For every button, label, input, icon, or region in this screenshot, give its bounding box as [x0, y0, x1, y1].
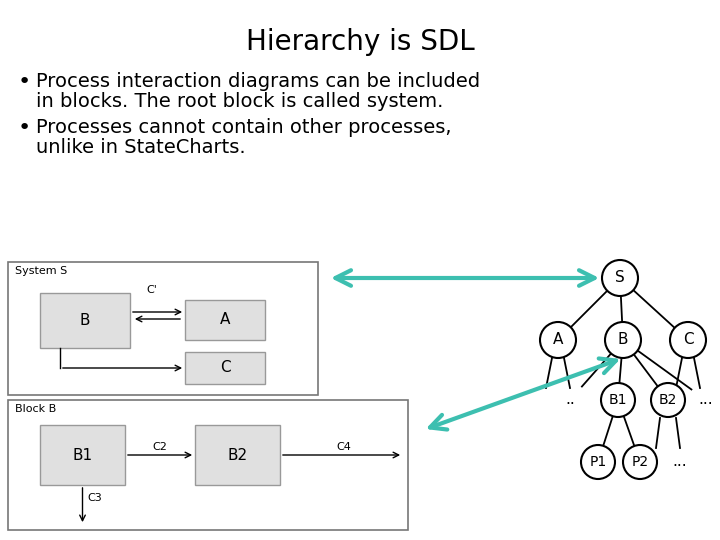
Circle shape: [602, 260, 638, 296]
Circle shape: [670, 322, 706, 358]
Text: unlike in StateCharts.: unlike in StateCharts.: [36, 138, 246, 157]
FancyBboxPatch shape: [185, 352, 265, 384]
Text: B1: B1: [608, 393, 627, 407]
Text: A: A: [220, 313, 230, 327]
FancyBboxPatch shape: [185, 300, 265, 340]
Text: B2: B2: [659, 393, 678, 407]
Circle shape: [601, 383, 635, 417]
FancyBboxPatch shape: [40, 293, 130, 348]
Text: B1: B1: [73, 448, 93, 462]
FancyBboxPatch shape: [40, 425, 125, 485]
Text: P2: P2: [631, 455, 649, 469]
Circle shape: [605, 322, 641, 358]
Text: C: C: [683, 333, 693, 348]
Text: Process interaction diagrams can be included: Process interaction diagrams can be incl…: [36, 72, 480, 91]
Circle shape: [651, 383, 685, 417]
FancyBboxPatch shape: [8, 400, 408, 530]
Text: C2: C2: [153, 442, 168, 452]
Circle shape: [581, 445, 615, 479]
Text: C4: C4: [336, 442, 351, 452]
Text: S: S: [615, 271, 625, 286]
Text: P1: P1: [590, 455, 607, 469]
Circle shape: [540, 322, 576, 358]
Text: B: B: [618, 333, 629, 348]
Text: B: B: [80, 313, 90, 328]
Text: ...: ...: [698, 393, 714, 408]
Text: Block B: Block B: [15, 404, 56, 414]
Text: C: C: [220, 361, 230, 375]
Text: Hierarchy is SDL: Hierarchy is SDL: [246, 28, 474, 56]
Text: Processes cannot contain other processes,: Processes cannot contain other processes…: [36, 118, 451, 137]
Text: A: A: [553, 333, 563, 348]
Circle shape: [623, 445, 657, 479]
Text: in blocks. The root block is called system.: in blocks. The root block is called syst…: [36, 92, 444, 111]
Text: C': C': [147, 285, 158, 295]
FancyBboxPatch shape: [195, 425, 280, 485]
Text: •: •: [18, 118, 31, 138]
Text: C3: C3: [88, 493, 102, 503]
Text: •: •: [18, 72, 31, 92]
Text: ..: ..: [565, 393, 575, 408]
Text: B2: B2: [228, 448, 248, 462]
Text: ...: ...: [672, 455, 688, 469]
Text: System S: System S: [15, 266, 67, 276]
FancyBboxPatch shape: [8, 262, 318, 395]
